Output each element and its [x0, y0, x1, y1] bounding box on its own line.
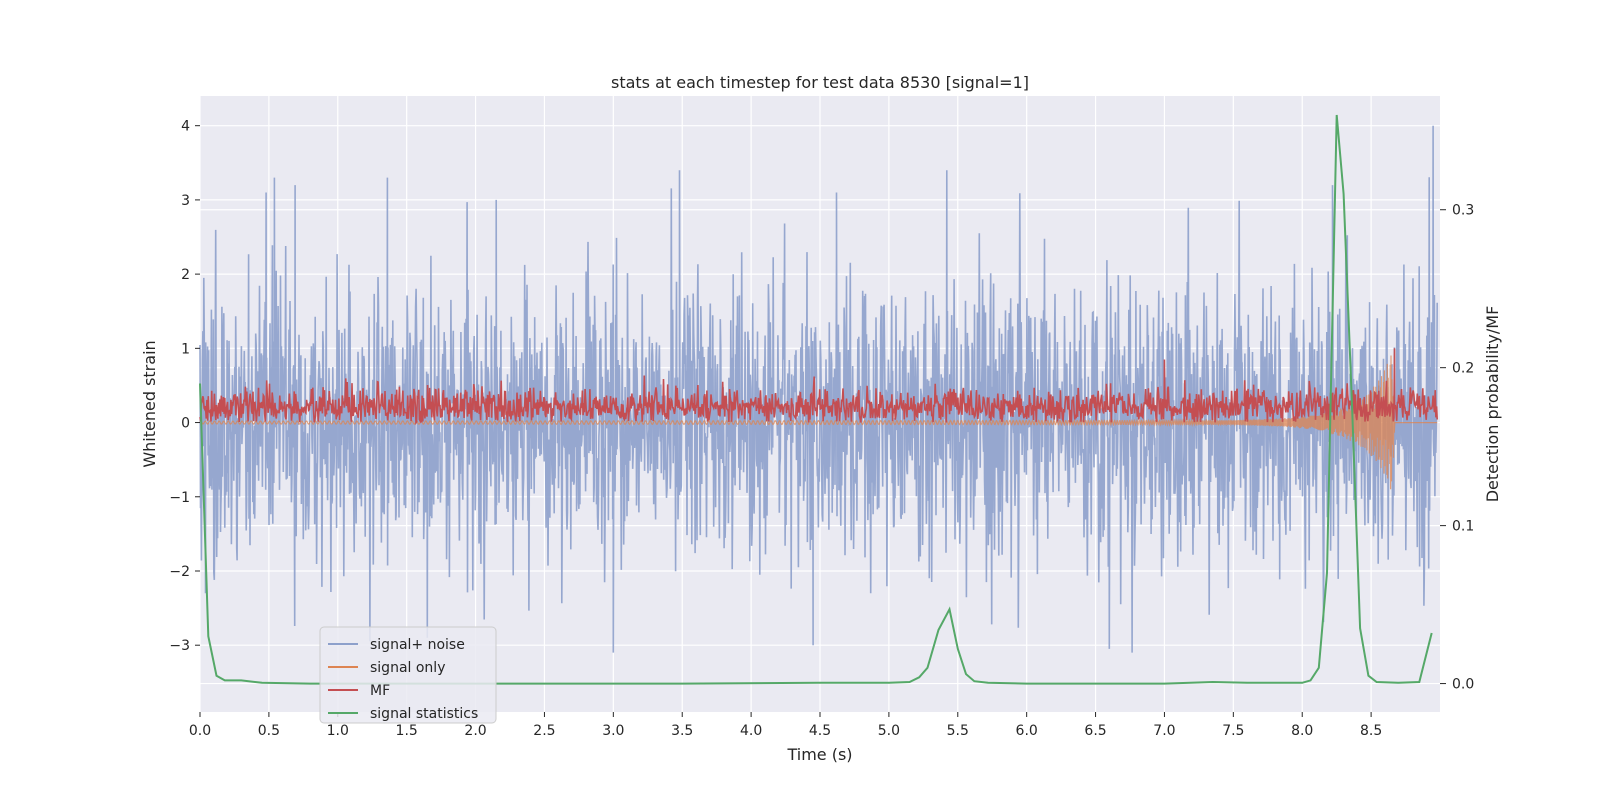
y-tick-label: −1: [169, 490, 190, 506]
x-tick-label: 7.0: [1153, 723, 1175, 739]
chart-title: stats at each timestep for test data 853…: [611, 73, 1029, 92]
x-tick-label: 6.0: [1016, 723, 1038, 739]
x-tick-label: 0.0: [189, 723, 211, 739]
legend-entry-mf-label: MF: [370, 683, 390, 699]
y-tick-label: 4: [181, 119, 190, 135]
x-tick-label: 2.0: [464, 723, 486, 739]
y2-tick-label: 0.0: [1452, 677, 1474, 693]
x-tick-label: 0.5: [258, 723, 280, 739]
y2-tick-label: 0.2: [1452, 361, 1474, 377]
x-tick-label: 7.5: [1222, 723, 1244, 739]
x-axis-label: Time (s): [786, 745, 852, 764]
y-tick-label: 2: [181, 267, 190, 283]
legend-entry-signal-noise-label: signal+ noise: [370, 637, 465, 653]
x-tick-label: 1.5: [396, 723, 418, 739]
x-tick-label: 8.5: [1360, 723, 1382, 739]
y-tick-label: −3: [169, 638, 190, 654]
y-tick-label: 3: [181, 193, 190, 209]
x-tick-label: 3.0: [602, 723, 624, 739]
x-tick-label: 2.5: [533, 723, 555, 739]
mf-line: [199, 348, 1438, 426]
y-tick-label: 1: [181, 341, 190, 357]
y-tick-label: −2: [169, 564, 190, 580]
x-tick-label: 3.5: [671, 723, 693, 739]
x-tick-label: 6.5: [1084, 723, 1106, 739]
signal-only-line: [199, 355, 1438, 490]
y2-axis-label: Detection probability/MF: [1483, 306, 1502, 503]
x-tick-label: 5.5: [947, 723, 969, 739]
legend-entry-signal-statistics-label: signal statistics: [370, 706, 478, 722]
y2-tick-label: 0.1: [1452, 519, 1474, 535]
x-tick-label: 4.0: [740, 723, 762, 739]
legend-entry-signal-only-label: signal only: [370, 660, 445, 676]
y-axis-label: Whitened strain: [140, 340, 159, 467]
y-tick-label: 0: [181, 416, 190, 432]
y2-tick-label: 0.3: [1452, 203, 1474, 219]
ticks: 0.0 0.5 1.0 1.5 2.0 2.5 3.0 3.5 4.0 4.5 5.0 5.5 6.0 6…: [169, 119, 1474, 739]
x-tick-label: 4.5: [809, 723, 831, 739]
signal-noise-line: [199, 125, 1438, 653]
legend-box: [319, 626, 497, 724]
x-tick-label: 5.0: [878, 723, 900, 739]
x-tick-label: 1.0: [327, 723, 349, 739]
x-tick-label: 8.0: [1291, 723, 1313, 739]
legend: signal+ noise signal only MF signal statist…: [319, 626, 497, 724]
